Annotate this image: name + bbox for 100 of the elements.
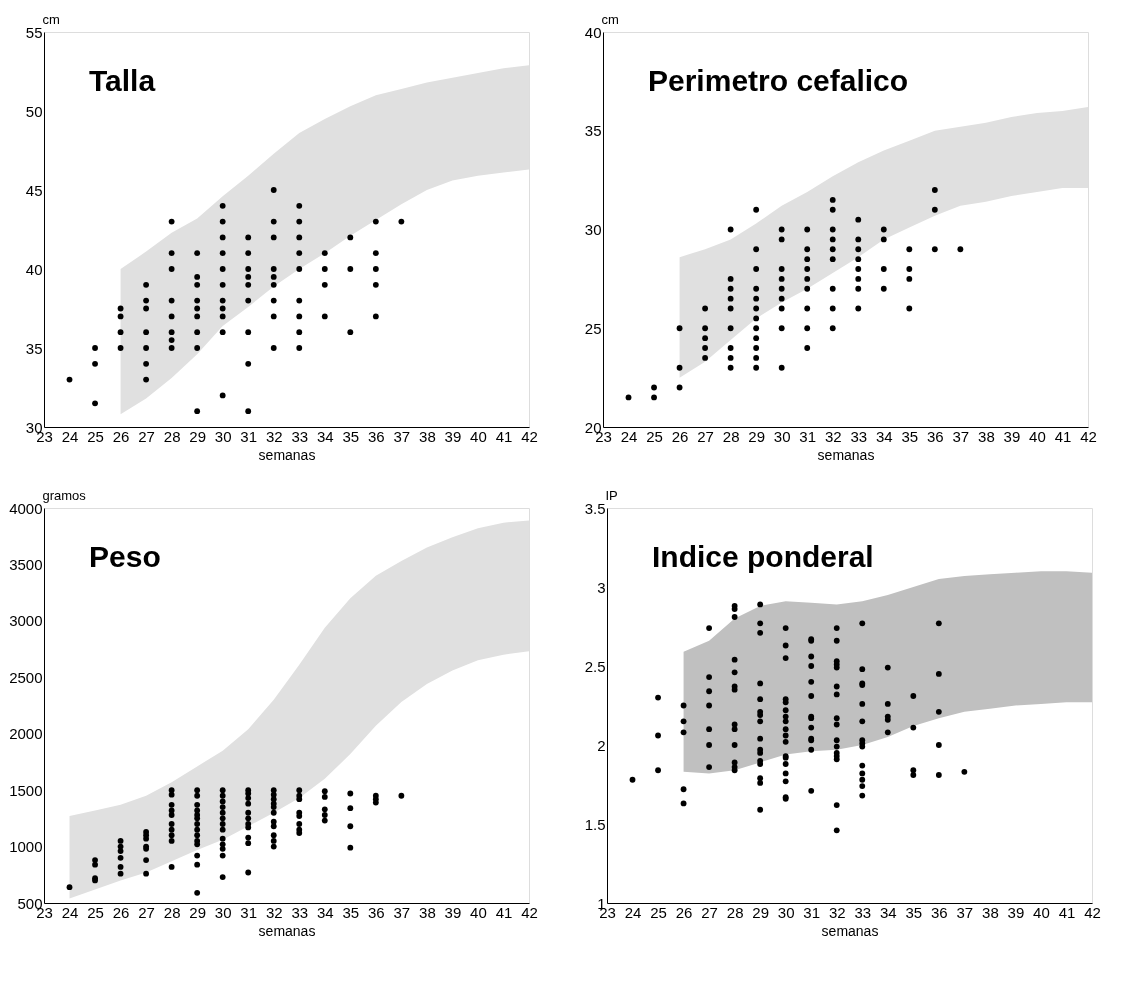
x-tick-label: 25 <box>87 427 104 445</box>
y-axis-title: cm <box>42 11 60 27</box>
x-axis-title: semanas <box>258 446 316 463</box>
x-tick-label: 36 <box>927 427 944 445</box>
y-axis-title: IP <box>605 487 618 503</box>
y-tick-label: 1500 <box>9 781 43 799</box>
y-tick-label: 45 <box>25 181 43 199</box>
x-tick-label: 31 <box>240 903 258 921</box>
y-tick-label: 35 <box>25 339 43 357</box>
x-tick-label: 25 <box>650 903 667 921</box>
x-axis-title: semanas <box>817 446 875 463</box>
x-tick-label: 26 <box>112 427 130 445</box>
y-tick-label: 30 <box>584 221 602 238</box>
x-tick-label: 32 <box>824 427 842 445</box>
y-axis-title: gramos <box>42 487 87 503</box>
y-tick-label: 1000 <box>9 838 43 856</box>
text: Perimetro cefalico <box>648 64 909 97</box>
x-tick-label: 32 <box>265 427 283 445</box>
x-tick-label: 30 <box>777 903 795 921</box>
x-tick-label: 36 <box>368 903 385 921</box>
y-tick-label: 3.5 <box>584 499 606 517</box>
x-tick-label: 34 <box>879 903 897 921</box>
x-tick-label: 32 <box>265 903 283 921</box>
x-tick-label: 29 <box>748 427 765 445</box>
x-tick-label: 31 <box>240 427 258 445</box>
y-tick-label: 1.5 <box>584 815 606 833</box>
x-tick-label: 38 <box>419 903 436 921</box>
y-tick-label: 2 <box>597 736 606 754</box>
x-tick-label: 34 <box>316 903 334 921</box>
x-axis-title: semanas <box>821 922 879 939</box>
x-tick-label: 24 <box>624 903 642 921</box>
text: Indice ponderal <box>652 540 874 573</box>
x-tick-label: 39 <box>444 903 462 921</box>
x-tick-label: 42 <box>521 427 538 445</box>
y-tick-label: 2500 <box>9 668 43 686</box>
y-tick-label: 2000 <box>9 725 43 743</box>
x-tick-label: 37 <box>393 903 411 921</box>
x-tick-label: 40 <box>1033 903 1050 921</box>
x-tick-label: 36 <box>931 903 948 921</box>
x-tick-label: 30 <box>773 427 791 445</box>
x-tick-label: 33 <box>854 903 872 921</box>
x-tick-label: 27 <box>138 903 155 921</box>
x-tick-label: 28 <box>722 427 740 445</box>
x-tick-label: 33 <box>291 427 309 445</box>
x-tick-label: 41 <box>495 427 513 445</box>
x-tick-label: 26 <box>675 903 693 921</box>
x-tick-label: 35 <box>901 427 919 445</box>
text: Talla <box>89 64 156 97</box>
x-tick-label: 40 <box>1029 427 1046 445</box>
x-tick-label: 25 <box>87 903 104 921</box>
y-tick-label: 3 <box>597 578 606 596</box>
x-tick-label: 37 <box>952 427 970 445</box>
x-tick-label: 34 <box>875 427 893 445</box>
x-tick-label: 34 <box>316 427 334 445</box>
x-tick-label: 24 <box>61 903 79 921</box>
x-tick-label: 33 <box>291 903 309 921</box>
x-tick-label: 39 <box>1007 903 1025 921</box>
x-tick-label: 33 <box>850 427 868 445</box>
x-tick-label: 28 <box>163 427 181 445</box>
x-tick-label: 39 <box>1003 427 1021 445</box>
x-tick-label: 30 <box>214 427 232 445</box>
y-tick-label: 40 <box>25 260 43 278</box>
x-tick-label: 27 <box>138 427 155 445</box>
x-tick-label: 31 <box>803 903 821 921</box>
y-tick-label: 4000 <box>9 499 43 517</box>
x-tick-label: 30 <box>214 903 232 921</box>
x-tick-label: 41 <box>1054 427 1072 445</box>
x-tick-label: 26 <box>112 903 130 921</box>
x-tick-label: 35 <box>342 903 360 921</box>
x-tick-label: 40 <box>470 427 487 445</box>
x-tick-label: 27 <box>701 903 718 921</box>
x-tick-label: 38 <box>982 903 999 921</box>
x-tick-label: 31 <box>799 427 817 445</box>
x-tick-label: 24 <box>61 427 79 445</box>
x-axis-title: semanas <box>258 922 316 939</box>
x-tick-label: 36 <box>368 427 385 445</box>
x-tick-label: 29 <box>189 427 206 445</box>
x-tick-label: 35 <box>905 903 923 921</box>
x-tick-label: 40 <box>470 903 487 921</box>
y-tick-label: 35 <box>584 122 602 140</box>
x-tick-label: 38 <box>419 427 436 445</box>
x-tick-label: 28 <box>163 903 181 921</box>
x-tick-label: 38 <box>978 427 995 445</box>
x-tick-label: 29 <box>752 903 769 921</box>
x-tick-label: 42 <box>1084 903 1101 921</box>
y-tick-label: 3000 <box>9 612 43 630</box>
y-tick-label: 2.5 <box>584 657 606 675</box>
x-tick-label: 37 <box>956 903 974 921</box>
y-tick-label: 25 <box>584 319 602 337</box>
x-tick-label: 41 <box>495 903 513 921</box>
x-tick-label: 29 <box>189 903 206 921</box>
x-tick-label: 42 <box>1080 427 1097 445</box>
y-tick-label: 55 <box>25 23 43 41</box>
x-tick-label: 28 <box>726 903 744 921</box>
x-tick-label: 37 <box>393 427 411 445</box>
y-tick-label: 40 <box>584 23 602 41</box>
x-tick-label: 42 <box>521 903 538 921</box>
y-axis-title: cm <box>601 11 619 27</box>
x-tick-label: 27 <box>697 427 714 445</box>
y-tick-label: 50 <box>25 102 43 120</box>
